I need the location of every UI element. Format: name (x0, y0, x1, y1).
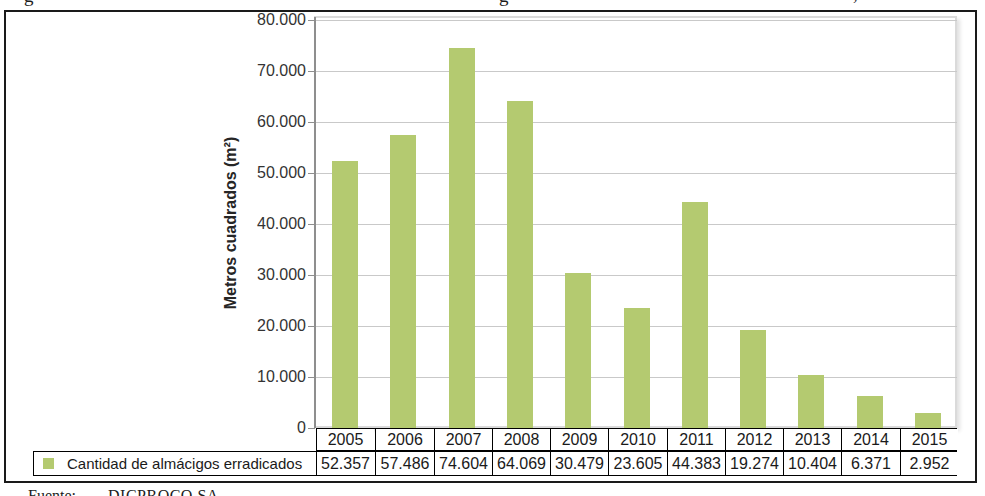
y-tick-label: 20.000 (224, 317, 306, 335)
year-cell-2012: 2012 (725, 429, 783, 450)
value-cell-2013: 10.404 (783, 452, 841, 475)
bar-2006 (390, 135, 416, 428)
bar-2009 (565, 273, 591, 428)
year-cell-2010: 2010 (608, 429, 667, 450)
bar-2012 (740, 330, 766, 428)
y-axis-line (314, 17, 316, 428)
year-cell-2007: 2007 (434, 429, 492, 450)
y-tick-label: 10.000 (224, 368, 306, 386)
cropped-glyph-fragment: , (853, 0, 871, 6)
bar-2010 (624, 308, 650, 428)
year-cell-2013: 2013 (783, 429, 841, 450)
source-caption: Fuente: DICPROCO SA (28, 487, 219, 496)
value-cell-2005: 52.357 (317, 452, 374, 475)
bar-2007 (449, 48, 475, 428)
y-tick-label: 0 (224, 419, 306, 437)
year-cell-2011: 2011 (667, 429, 725, 450)
y-tick-mark (308, 428, 315, 429)
gridline (316, 122, 957, 123)
value-cell-2009: 30.479 (550, 452, 608, 475)
y-tick-mark (308, 173, 315, 174)
y-tick-mark (308, 122, 315, 123)
year-cell-2008: 2008 (492, 429, 550, 450)
value-cell-2011: 44.383 (667, 452, 725, 475)
bar-2008 (507, 101, 533, 428)
y-axis-title: Metros cuadrados (m²) (222, 137, 240, 309)
legend-key-swatch-icon (43, 458, 54, 469)
year-cell-2009: 2009 (550, 429, 608, 450)
y-tick-label: 80.000 (224, 11, 306, 29)
cropped-glyph-fragment: g (499, 0, 517, 6)
value-cell-2014: 6.371 (841, 452, 900, 475)
gridline (316, 71, 957, 72)
document-page: gg, 80.00070.00060.00050.00040.00030.000… (0, 0, 985, 496)
bar-2015 (915, 413, 941, 428)
year-cell-2006: 2006 (375, 429, 434, 450)
y-tick-mark (308, 326, 315, 327)
bar-2005 (332, 161, 358, 428)
bar-2013 (798, 375, 824, 428)
y-tick-mark (308, 275, 315, 276)
cropped-glyph-fragment: g (24, 0, 42, 6)
legend-cell: Cantidad de almácigos erradicados (33, 451, 317, 476)
year-cell-2015: 2015 (900, 429, 958, 450)
y-tick-label: 60.000 (224, 113, 306, 131)
bar-2011 (682, 202, 708, 428)
bar-2014 (857, 396, 883, 428)
value-cell-2010: 23.605 (608, 452, 667, 475)
value-cell-2008: 64.069 (492, 452, 550, 475)
legend-series-label: Cantidad de almácigos erradicados (67, 455, 302, 472)
y-tick-mark (308, 20, 315, 21)
value-cell-2007: 74.604 (434, 452, 492, 475)
y-tick-label: 70.000 (224, 62, 306, 80)
year-cell-2005: 2005 (317, 429, 374, 450)
y-tick-mark (308, 377, 315, 378)
value-cell-2015: 2.952 (900, 452, 958, 475)
y-tick-mark (308, 224, 315, 225)
value-cell-2012: 19.274 (725, 452, 783, 475)
source-prefix: Fuente: (28, 487, 76, 496)
gridline (316, 20, 957, 21)
year-cell-2014: 2014 (841, 429, 900, 450)
value-cell-2006: 57.486 (375, 452, 434, 475)
y-tick-mark (308, 71, 315, 72)
source-name: DICPROCO SA (108, 487, 219, 496)
